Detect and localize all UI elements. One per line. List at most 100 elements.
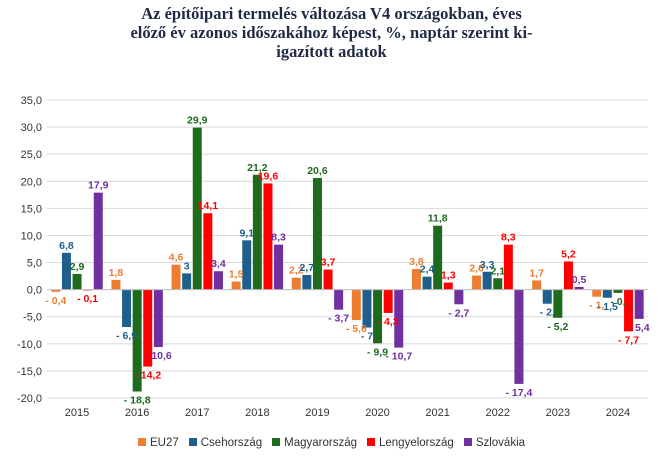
- data-label: - 3,7: [328, 313, 349, 325]
- chart-title: Az építőipari termelés változása V4 orsz…: [0, 4, 663, 61]
- data-label: - 9,9: [367, 346, 388, 358]
- data-label: - 2,: [540, 307, 555, 319]
- chart-title-line-2: előző év azonos időszakához képest, %, n…: [130, 23, 533, 42]
- y-tick-label: 15,0: [21, 203, 42, 215]
- legend-label: EU27: [149, 437, 179, 449]
- bar: [454, 289, 464, 305]
- legend-label: Magyarország: [284, 437, 357, 449]
- bar: [291, 277, 301, 290]
- bar: [263, 183, 273, 290]
- data-label: 29,9: [187, 115, 208, 127]
- bar: [514, 289, 524, 384]
- bar: [542, 289, 552, 304]
- x-tick-label: 2018: [245, 407, 269, 419]
- bar: [532, 280, 542, 290]
- data-label: 1,5: [229, 269, 244, 281]
- data-label: - 18,8: [124, 394, 151, 406]
- y-tick-label: 20,0: [21, 176, 42, 188]
- bar: [231, 281, 241, 290]
- data-label: - 10,7: [385, 351, 412, 363]
- legend-item: EU27: [137, 437, 179, 449]
- bar: [274, 244, 284, 290]
- chart-title-line-1: Az építőipari termelés változása V4 orsz…: [141, 4, 522, 23]
- data-label: 3: [184, 260, 190, 272]
- data-label: - 0,: [610, 296, 625, 308]
- data-label: 17,9: [88, 180, 109, 192]
- y-tick-label: -20,0: [17, 393, 42, 405]
- bar: [213, 271, 223, 290]
- data-label: - 7: [361, 331, 373, 343]
- bar: [242, 240, 252, 290]
- bar: [634, 289, 644, 319]
- bar: [192, 127, 202, 290]
- data-label: - 5,2: [547, 321, 568, 333]
- bar: [422, 276, 432, 290]
- data-label: 1,3: [441, 270, 456, 282]
- legend-swatch: [188, 438, 197, 446]
- legend-swatch: [463, 438, 472, 446]
- legend-swatch: [272, 438, 281, 446]
- bar: [411, 269, 421, 290]
- x-tick-label: 2019: [305, 407, 329, 419]
- x-tick-label: 2021: [425, 407, 449, 419]
- y-tick-label: 10,0: [21, 230, 42, 242]
- data-label: - 10,6: [145, 350, 172, 362]
- axes: 35,030,025,020,015,010,05,00,0-5,0-10,0-…: [17, 95, 648, 419]
- data-label: 20,6: [307, 165, 328, 177]
- bar: [472, 275, 482, 290]
- bar: [493, 278, 503, 290]
- legend-item: Lengyelország: [367, 437, 454, 449]
- chart-title-line-3: igazított adatok: [276, 42, 387, 61]
- data-label: 2,4: [420, 264, 435, 276]
- bar: [72, 273, 82, 290]
- data-label: 8,3: [271, 232, 286, 244]
- data-label: - 0,1: [77, 293, 98, 305]
- bar: [252, 174, 262, 290]
- data-label: - 14,2: [134, 370, 161, 382]
- legend-label: Lengyelország: [379, 437, 454, 449]
- data-label: - 4,3: [378, 316, 399, 328]
- bar: [624, 289, 634, 332]
- bar: [143, 289, 153, 367]
- data-label: - 2,7: [448, 307, 469, 319]
- legend-swatch: [367, 438, 375, 446]
- legend: EU27 Csehország Magyarország Lengyelország S…: [0, 437, 663, 449]
- bar: [182, 273, 192, 290]
- data-label: - 5,4: [629, 322, 650, 334]
- legend-item: Csehország: [188, 437, 263, 449]
- data-label: 5,2: [561, 248, 576, 260]
- y-tick-label: 5,0: [27, 258, 42, 270]
- x-tick-label: 2024: [606, 407, 630, 419]
- bar: [93, 192, 103, 290]
- data-label: 21,2: [247, 162, 268, 174]
- data-label: 4,6: [169, 252, 184, 264]
- bar: [362, 289, 372, 328]
- bar: [383, 289, 393, 313]
- data-label: 8,3: [501, 232, 516, 244]
- bar: [61, 252, 71, 290]
- x-tick-label: 2020: [365, 407, 389, 419]
- bar: [153, 289, 163, 348]
- data-label: - 1,5: [597, 301, 618, 313]
- bar: [111, 279, 121, 290]
- data-label: - 1,: [589, 300, 604, 312]
- bar: [443, 282, 453, 290]
- legend-label: Csehország: [200, 437, 263, 449]
- bar: [334, 289, 344, 310]
- data-label: - 5,6: [346, 323, 367, 335]
- bar: [323, 269, 333, 290]
- data-label: - 17,4: [506, 387, 533, 399]
- y-tick-label: 25,0: [21, 149, 42, 161]
- bar: [302, 275, 312, 290]
- data-label: 3,7: [321, 257, 336, 269]
- bar: [312, 178, 322, 290]
- bar: [553, 289, 563, 318]
- x-tick-label: 2022: [486, 407, 510, 419]
- bars: [51, 127, 644, 392]
- legend-label: Szlovákia: [475, 437, 526, 449]
- data-label: 2,9: [70, 261, 85, 273]
- data-labels: - 0,4 1,8 4,6 1,5 2,2 - 5,6 3,8 2,6 1,7 - 1, 6,8 - …: [45, 115, 649, 407]
- bar: [503, 244, 513, 290]
- x-tick-label: 2017: [185, 407, 209, 419]
- bar: [592, 289, 602, 297]
